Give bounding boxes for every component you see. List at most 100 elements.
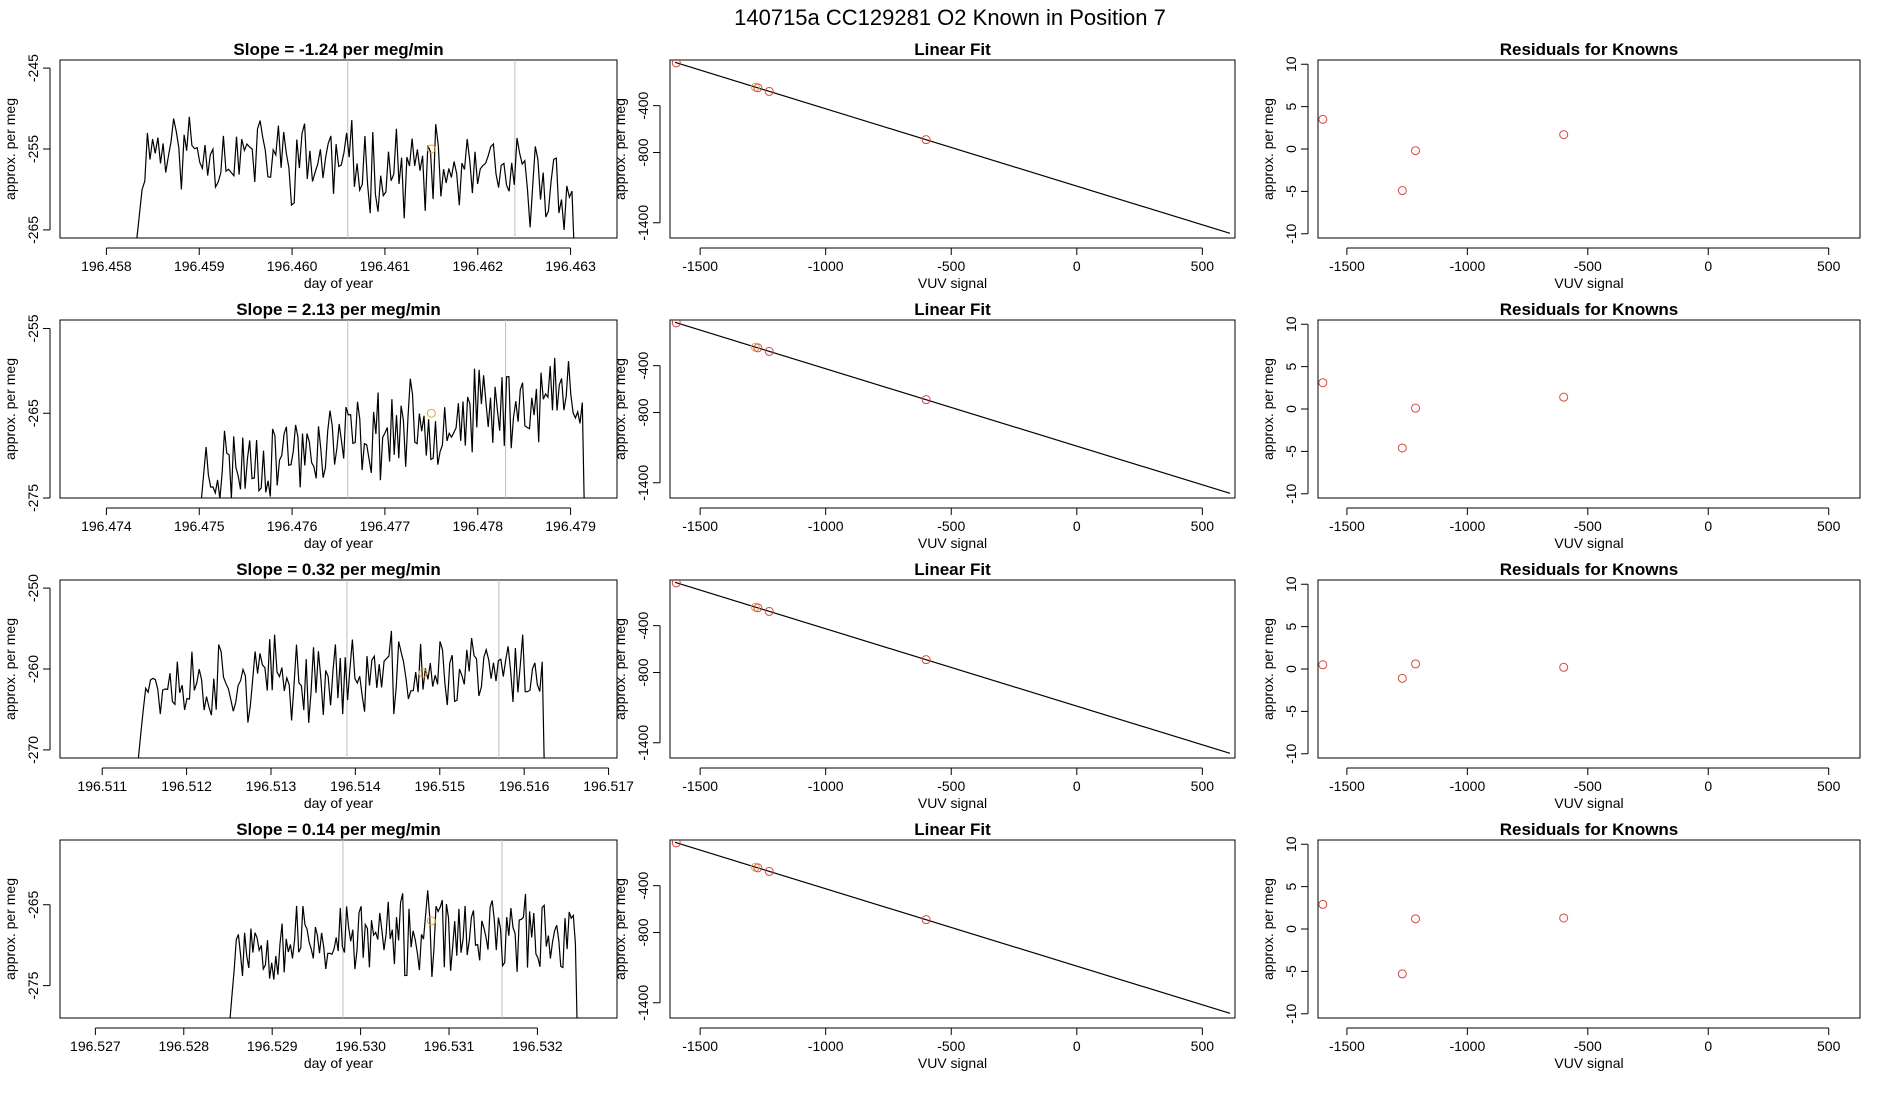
x-tick-label: -500: [1574, 1038, 1602, 1054]
y-axis-label: approx. per meg: [1260, 98, 1276, 200]
panel-title: Slope = -1.24 per meg/min: [233, 40, 443, 59]
x-tick-label: -1000: [808, 1038, 844, 1054]
y-tick-label: -245: [25, 54, 41, 82]
y-axis-label: approx. per meg: [2, 358, 18, 460]
x-tick-label: 196.532: [512, 1038, 563, 1054]
y-axis-label: approx. per meg: [612, 618, 628, 720]
plot-frame: [59, 319, 618, 499]
y-tick-label: -400: [635, 351, 651, 379]
y-tick-label: -1400: [635, 725, 651, 761]
x-tick-label: 196.515: [414, 778, 465, 794]
data-point: [921, 655, 931, 665]
y-tick-label: -265: [25, 891, 41, 919]
x-tick-label: 0: [1704, 258, 1712, 274]
x-tick-label: -1500: [682, 258, 718, 274]
residual-point: [1411, 914, 1421, 924]
plot-area: [671, 60, 1231, 234]
x-tick-label: 196.517: [583, 778, 634, 794]
residual-point: [1559, 130, 1569, 140]
x-tick-label: 196.478: [452, 518, 503, 534]
series-line: [136, 116, 575, 238]
y-axis-label: approx. per meg: [612, 358, 628, 460]
y-tick-label: 0: [1283, 405, 1299, 413]
plot-frame: [1317, 59, 1861, 239]
data-point: [921, 395, 931, 405]
y-tick-label: -275: [25, 484, 41, 512]
x-axis-label: VUV signal: [1554, 535, 1623, 551]
x-tick-label: 196.516: [499, 778, 550, 794]
panel-title: Residuals for Knowns: [1500, 560, 1679, 579]
data-point: [921, 135, 931, 145]
x-tick-label: 196.514: [330, 778, 381, 794]
data-point: [764, 866, 774, 876]
x-tick-label: 196.531: [424, 1038, 475, 1054]
y-tick-label: -400: [635, 611, 651, 639]
residual-point: [1411, 403, 1421, 413]
x-tick-label: 196.458: [81, 258, 132, 274]
y-tick-label: -1400: [635, 985, 651, 1021]
y-tick-label: -800: [635, 138, 651, 166]
y-axis-label: approx. per meg: [2, 98, 18, 200]
panel-linear_fit-row1: Linear Fit VUV signal approx. per meg -1500…: [612, 40, 1236, 291]
panel-linear_fit-row4: Linear Fit VUV signal approx. per meg -1500…: [612, 820, 1236, 1071]
residual-point: [1411, 146, 1421, 156]
plot-area: [671, 580, 1231, 754]
plot-area: [200, 320, 585, 498]
x-tick-label: 196.513: [246, 778, 297, 794]
x-axis-label: day of year: [304, 795, 374, 811]
panel-residuals-row2: Residuals for Knowns VUV signal approx. pe…: [1260, 300, 1861, 551]
x-tick-label: 196.530: [335, 1038, 386, 1054]
residual-point: [1318, 378, 1328, 388]
y-tick-label: -400: [635, 871, 651, 899]
y-tick-label: 10: [1283, 836, 1299, 852]
panel-title: Residuals for Knowns: [1500, 40, 1679, 59]
x-tick-label: 196.528: [158, 1038, 209, 1054]
x-tick-label: 500: [1191, 518, 1215, 534]
panel-title: Residuals for Knowns: [1500, 820, 1679, 839]
data-point: [671, 320, 681, 328]
panel-title: Slope = 2.13 per meg/min: [236, 300, 441, 319]
data-point: [671, 580, 681, 588]
x-tick-label: 0: [1073, 258, 1081, 274]
x-tick-label: -1000: [1449, 778, 1485, 794]
x-tick-label: -1000: [808, 778, 844, 794]
mean-marker: [418, 668, 428, 678]
x-axis-label: VUV signal: [1554, 795, 1623, 811]
y-tick-label: -265: [25, 399, 41, 427]
y-tick-label: -1400: [635, 205, 651, 241]
panel-grid: Slope = -1.24 per meg/min day of year appr…: [2, 40, 1861, 1071]
y-tick-label: -10: [1283, 743, 1299, 763]
y-tick-label: -270: [25, 736, 41, 764]
plot-frame: [59, 839, 618, 1019]
y-tick-label: -260: [25, 655, 41, 683]
series-line: [137, 630, 545, 758]
residual-point: [1559, 913, 1569, 923]
x-tick-label: 196.511: [77, 778, 127, 794]
x-tick-label: 196.459: [174, 258, 225, 274]
x-tick-label: -500: [1574, 258, 1602, 274]
y-tick-label: 5: [1283, 883, 1299, 891]
y-tick-label: 10: [1283, 56, 1299, 72]
x-axis-label: day of year: [304, 275, 374, 291]
x-tick-label: 0: [1073, 1038, 1081, 1054]
y-tick-label: -800: [635, 658, 651, 686]
plot-area: [137, 580, 545, 758]
x-tick-label: 0: [1073, 778, 1081, 794]
x-tick-label: 0: [1704, 778, 1712, 794]
x-tick-label: -1000: [808, 258, 844, 274]
residual-point: [1397, 673, 1407, 683]
y-tick-label: -800: [635, 398, 651, 426]
panel-timeseries-row4: Slope = 0.14 per meg/min day of year appro…: [2, 820, 618, 1071]
residual-point: [1397, 443, 1407, 453]
panel-timeseries-row2: Slope = 2.13 per meg/min day of year appro…: [2, 300, 618, 551]
plot-area: [1318, 378, 1569, 453]
x-tick-label: 0: [1704, 1038, 1712, 1054]
x-tick-label: -500: [937, 518, 965, 534]
y-tick-label: -275: [25, 971, 41, 999]
x-tick-label: -1500: [1329, 258, 1365, 274]
mean-marker: [426, 916, 436, 926]
x-tick-label: -1000: [1449, 1038, 1485, 1054]
plot-area: [1318, 659, 1569, 683]
y-tick-label: -250: [25, 574, 41, 602]
